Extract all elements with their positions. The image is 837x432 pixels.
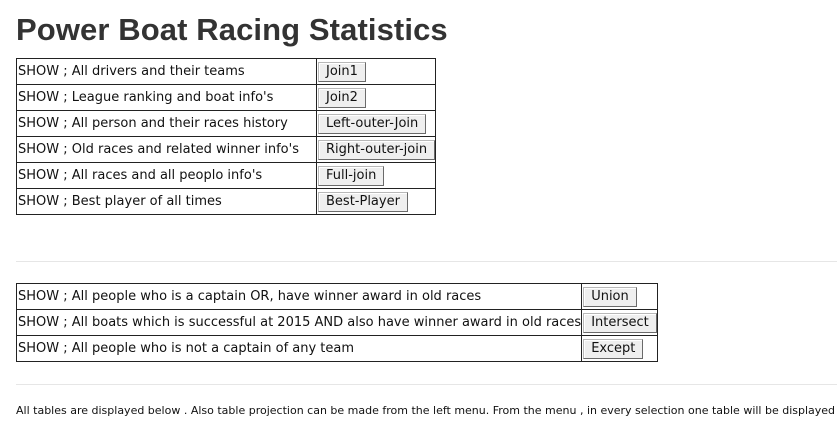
table-row: SHOW ; Old races and related winner info… bbox=[16, 136, 437, 163]
query-action-cell: Right-outer-join bbox=[315, 136, 437, 163]
table-row: SHOW ; League ranking and boat info's Jo… bbox=[16, 84, 437, 111]
table-row: SHOW ; All boats which is successful at … bbox=[15, 309, 658, 336]
query-description: SHOW ; All boats which is successful at … bbox=[15, 309, 583, 336]
query-description: SHOW ; All person and their races histor… bbox=[16, 110, 317, 137]
query-action-cell: Union bbox=[581, 283, 658, 310]
table-row: SHOW ; All person and their races histor… bbox=[16, 110, 437, 137]
union-button[interactable]: Union bbox=[583, 286, 637, 307]
query-description: SHOW ; League ranking and boat info's bbox=[16, 84, 317, 111]
section-divider bbox=[16, 261, 837, 262]
query-description: SHOW ; Old races and related winner info… bbox=[16, 136, 317, 163]
query-description: SHOW ; All races and all peoplo info's bbox=[16, 162, 317, 189]
best-player-button[interactable]: Best-Player bbox=[318, 191, 408, 212]
intersect-button[interactable]: Intersect bbox=[583, 312, 657, 333]
query-action-cell: Join1 bbox=[315, 58, 437, 85]
query-description: SHOW ; All drivers and their teams bbox=[16, 58, 317, 85]
query-action-cell: Join2 bbox=[315, 84, 437, 111]
query-description: SHOW ; All people who is not a captain o… bbox=[15, 335, 583, 362]
query-action-cell: Except bbox=[581, 335, 658, 362]
query-action-cell: Intersect bbox=[581, 309, 658, 336]
table-row: SHOW ; Best player of all times Best-Pla… bbox=[16, 188, 437, 215]
query-action-cell: Left-outer-Join bbox=[315, 110, 437, 137]
query-description: SHOW ; All people who is a captain OR, h… bbox=[15, 283, 583, 310]
left-outer-join-button[interactable]: Left-outer-Join bbox=[318, 113, 427, 134]
join-queries-table: SHOW ; All drivers and their teams Join1… bbox=[16, 58, 437, 215]
join2-button[interactable]: Join2 bbox=[318, 87, 366, 108]
full-join-button[interactable]: Full-join bbox=[318, 165, 385, 186]
query-action-cell: Best-Player bbox=[315, 188, 437, 215]
except-button[interactable]: Except bbox=[583, 338, 644, 359]
join1-button[interactable]: Join1 bbox=[318, 61, 366, 82]
right-outer-join-button[interactable]: Right-outer-join bbox=[318, 139, 436, 160]
table-row: SHOW ; All people who is a captain OR, h… bbox=[15, 283, 658, 310]
table-row: SHOW ; All people who is not a captain o… bbox=[15, 335, 658, 362]
section-divider bbox=[16, 384, 837, 385]
set-queries-table: SHOW ; All people who is a captain OR, h… bbox=[15, 283, 658, 362]
query-action-cell: Full-join bbox=[315, 162, 437, 189]
page-title: Power Boat Racing Statistics bbox=[16, 12, 448, 47]
table-row: SHOW ; All races and all peoplo info's F… bbox=[16, 162, 437, 189]
table-row: SHOW ; All drivers and their teams Join1 bbox=[16, 58, 437, 85]
footer-note: All tables are displayed below . Also ta… bbox=[16, 404, 837, 417]
query-description: SHOW ; Best player of all times bbox=[16, 188, 317, 215]
